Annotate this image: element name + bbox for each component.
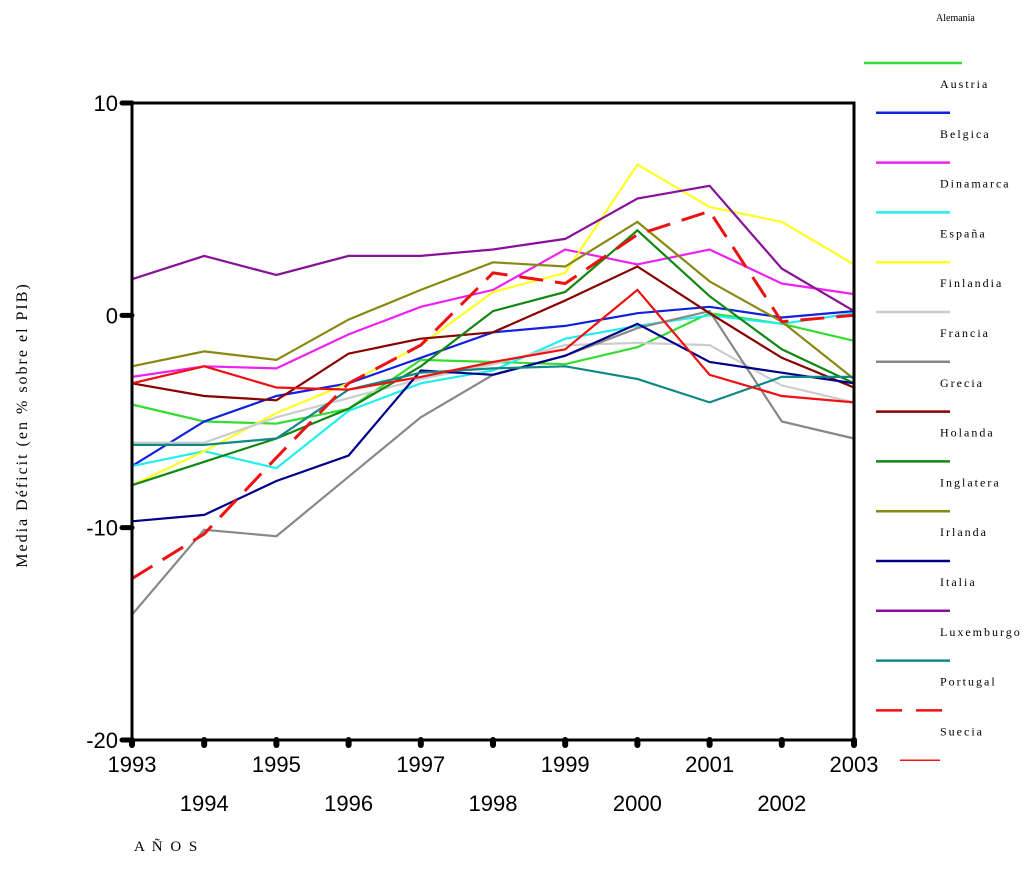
y-axis-label: Media Déficit (en % sobre el PIB) <box>14 282 31 567</box>
legend-label: Dinamarca <box>940 177 1011 191</box>
x-tick-label: 1999 <box>541 752 590 777</box>
series-lines <box>131 163 855 616</box>
y-tick-label: 0 <box>106 303 118 328</box>
legend-label: España <box>940 226 987 240</box>
series-line-dinamarca <box>131 312 855 470</box>
legend-item-inglatera: Inglatera <box>876 475 1001 513</box>
y-tick-label: -10 <box>86 516 118 541</box>
x-tick-label: 2002 <box>757 791 806 816</box>
legend-item-luxemburgo: Luxemburgo <box>876 625 1022 662</box>
series-line-grecia <box>131 265 855 402</box>
x-tick-label: 1998 <box>469 791 518 816</box>
legend-item-holanda: Holanda <box>876 426 995 463</box>
x-tick-label: 1996 <box>324 791 373 816</box>
series-line-portugal <box>131 209 855 580</box>
legend-label: Holanda <box>940 426 995 440</box>
legend-label: Alemania <box>936 13 975 24</box>
series-line-finlandia <box>132 341 855 444</box>
legend-item-grecia: Grecia <box>876 376 984 413</box>
x-tick-label: 1994 <box>180 791 229 816</box>
legend-item-belgica: Belgica <box>876 127 991 164</box>
x-tick-label: 1993 <box>108 752 157 777</box>
legend-label: Austria <box>940 77 989 91</box>
legend-item-francia: Francia <box>876 326 990 364</box>
series-line-holanda <box>131 228 855 487</box>
series-line-suecia <box>131 288 855 404</box>
x-axis-label: A Ñ O S <box>134 839 199 855</box>
legend-item-españa: España <box>876 226 987 264</box>
x-tick-label: 1997 <box>396 752 445 777</box>
x-tick-label: 1995 <box>252 752 301 777</box>
legend-item-italia: Italia <box>876 575 977 613</box>
legend-label: Inglatera <box>940 475 1001 489</box>
x-tick-label: 2003 <box>830 752 879 777</box>
y-tick-label: -20 <box>86 728 118 753</box>
legend-label: Portugal <box>940 675 997 689</box>
series-line-irlanda <box>131 322 855 523</box>
legend: Alemania Austria Belgica Dinamarca España Fin… <box>864 13 1022 761</box>
series-line-españa <box>131 163 855 487</box>
legend-label: Francia <box>940 326 990 340</box>
legend-label: Grecia <box>940 376 984 390</box>
x-tick-label: 2000 <box>613 791 662 816</box>
legend-item-alemania: Alemania <box>864 13 975 65</box>
legend-item-dinamarca: Dinamarca <box>876 177 1011 214</box>
legend-label: Suecia <box>940 724 984 738</box>
legend-item-portugal: Portugal <box>876 675 997 712</box>
legend-item-finlandia: Finlandia <box>876 276 1003 314</box>
legend-item-irlanda: Irlanda <box>876 525 988 563</box>
series-line-italia <box>131 184 855 313</box>
legend-label: Italia <box>940 575 977 589</box>
series-line-luxemburgo <box>132 365 854 446</box>
series-line-inglatera <box>131 220 855 380</box>
legend-label: Irlanda <box>940 525 988 539</box>
legend-item-austria: Austria <box>876 77 989 115</box>
series-line-belgica <box>131 248 855 378</box>
y-tick-label: 10 <box>94 91 118 116</box>
legend-item-suecia: Suecia <box>900 724 984 761</box>
x-tick-label: 2001 <box>685 752 734 777</box>
legend-label: Finlandia <box>940 276 1003 290</box>
legend-label: Luxemburgo <box>940 625 1022 639</box>
legend-label: Belgica <box>940 127 991 141</box>
